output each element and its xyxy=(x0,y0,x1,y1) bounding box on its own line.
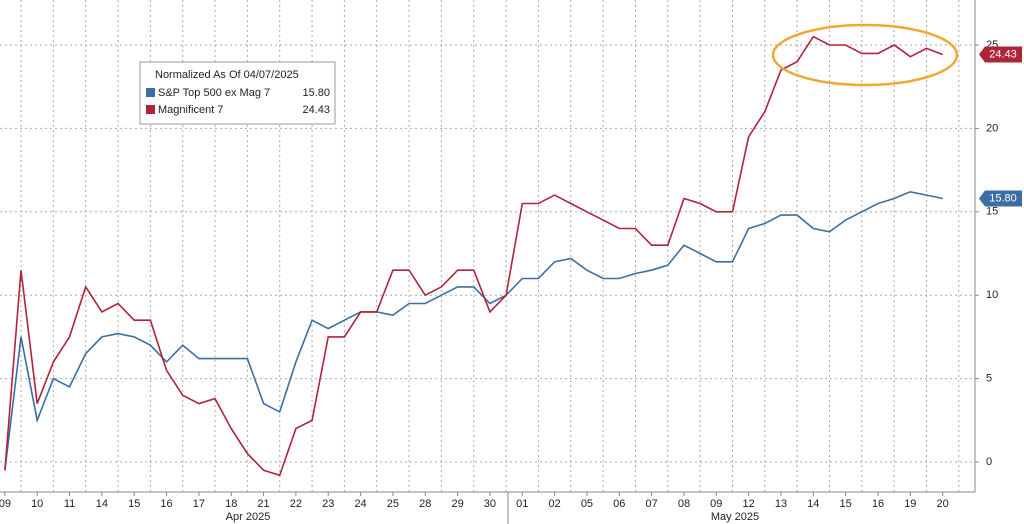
x-tick-label: 09 xyxy=(0,498,11,510)
legend-swatch xyxy=(146,105,155,114)
legend-swatch xyxy=(146,88,155,97)
x-tick-label: 08 xyxy=(678,498,690,510)
x-tick-label: 06 xyxy=(613,498,625,510)
y-tick-label: 10 xyxy=(986,289,998,301)
legend-title: Normalized As Of 04/07/2025 xyxy=(155,69,299,81)
legend-box xyxy=(139,61,336,125)
x-tick-label: 13 xyxy=(775,498,787,510)
x-tick-label: 20 xyxy=(937,498,949,510)
x-tick-label: 21 xyxy=(257,498,269,510)
x-tick-label: 10 xyxy=(31,498,43,510)
y-tick-label: 15 xyxy=(986,206,998,218)
lines xyxy=(4,35,943,477)
x-tick-label: 25 xyxy=(387,498,399,510)
legend-value: 15.80 xyxy=(302,87,330,99)
x-tick-label: 19 xyxy=(904,498,916,510)
x-tick-label: 17 xyxy=(193,498,205,510)
highlight-ellipse xyxy=(771,23,959,87)
x-tick-label: 12 xyxy=(743,498,755,510)
x-tick-label: 02 xyxy=(548,498,560,510)
month-label: May 2025 xyxy=(711,511,759,523)
x-tick-label: 01 xyxy=(516,498,528,510)
y-tick-label: 5 xyxy=(986,372,992,384)
x-tick-label: 29 xyxy=(451,498,463,510)
x-tick-label: 16 xyxy=(160,498,172,510)
value-callout xyxy=(979,46,1022,63)
value-callout xyxy=(979,190,1022,207)
legend-value: 24.43 xyxy=(302,104,330,116)
value-label: 24.43 xyxy=(989,48,1017,60)
y-tick-label: 0 xyxy=(986,456,992,468)
legend: Normalized As Of 04/07/2025 S&P Top 500 … xyxy=(139,61,336,125)
legend-label: Magnificent 7 xyxy=(158,104,223,116)
x-tick-label: 15 xyxy=(128,498,140,510)
x-tick-label: 05 xyxy=(581,498,593,510)
series-line xyxy=(4,190,943,471)
legend-label: S&P Top 500 ex Mag 7 xyxy=(158,87,270,99)
value-label: 15.80 xyxy=(989,192,1017,204)
x-tick-label: 16 xyxy=(872,498,884,510)
x-tick-label: 09 xyxy=(710,498,722,510)
month-label: Apr 2025 xyxy=(226,511,271,523)
x-tick-label: 24 xyxy=(354,498,366,510)
x-tick-label: 23 xyxy=(322,498,334,510)
x-tick-label: 15 xyxy=(840,498,852,510)
x-tick-label: 28 xyxy=(419,498,431,510)
series-line xyxy=(4,35,943,477)
x-tick-label: 14 xyxy=(807,498,819,510)
x-tick-label: 11 xyxy=(64,498,75,510)
x-tick-label: 14 xyxy=(96,498,108,510)
x-tick-label: 18 xyxy=(225,498,237,510)
x-tick-label: 30 xyxy=(484,498,496,510)
y-tick-label: 20 xyxy=(986,122,998,134)
grid xyxy=(0,0,975,492)
x-tick-label: 22 xyxy=(290,498,302,510)
x-tick-label: 07 xyxy=(645,498,657,510)
